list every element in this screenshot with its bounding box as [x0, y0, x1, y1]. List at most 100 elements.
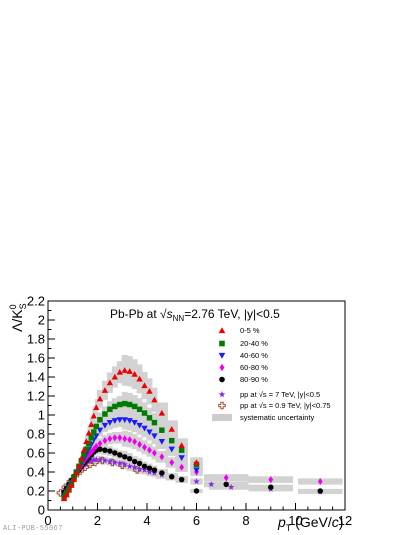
data-point-circle — [178, 476, 185, 483]
data-point-star — [121, 461, 128, 468]
data-point-square — [107, 406, 113, 413]
data-point-triangle-up — [131, 370, 138, 377]
data-point-square — [102, 411, 108, 417]
data-point-square — [151, 419, 158, 426]
y-tick-label: 2 — [38, 313, 45, 328]
data-point-triangle-down — [193, 467, 200, 474]
x-tick-label: 2 — [94, 513, 101, 528]
data-point-circle — [169, 474, 175, 480]
data-point-star — [131, 463, 138, 470]
legend-systematic-entry: systematic uncertainty — [212, 413, 314, 422]
x-tick-label: 6 — [193, 513, 200, 528]
data-point-circle — [122, 454, 128, 460]
data-point-diamond — [117, 434, 123, 442]
y-tick-label: 1.4 — [27, 370, 45, 385]
x-tick-label: 12 — [338, 513, 352, 528]
data-point-circle — [112, 450, 118, 456]
data-point-diamond — [91, 445, 97, 453]
y-tick-label: 1.8 — [27, 332, 45, 347]
x-tick-label: 0 — [44, 513, 51, 528]
data-point-triangle-down — [146, 429, 153, 436]
data-point-triangle-down — [158, 439, 166, 445]
data-point-star — [146, 468, 153, 475]
y-tick-label: 0.4 — [27, 465, 45, 480]
data-point-diamond — [317, 477, 323, 486]
data-point-triangle-down — [136, 422, 143, 429]
data-point-star — [208, 480, 215, 488]
y-axis-label: Λ/KS0 — [8, 303, 28, 332]
data-point-circle — [131, 458, 138, 465]
data-point-diamond — [83, 454, 89, 462]
data-point-triangle-down — [126, 418, 133, 424]
y-tick-label: 1.2 — [27, 389, 45, 404]
data-point-diamond — [147, 446, 152, 454]
y-tick-label: 0 — [38, 503, 45, 518]
data-point-star — [227, 483, 235, 490]
legend-marker-open-cross — [218, 401, 226, 410]
data-point-triangle-up — [193, 459, 200, 466]
data-point-triangle-down — [106, 420, 114, 426]
data-point-diamond — [152, 449, 157, 457]
legend-marker-diamond — [219, 363, 225, 372]
data-point-square — [117, 401, 123, 408]
data-point-square — [169, 437, 175, 444]
y-tick-label: 0.8 — [27, 427, 45, 442]
legend-label: 40-60 % — [240, 351, 268, 360]
legend-marker-circle — [219, 376, 225, 383]
data-point-circle — [117, 452, 123, 458]
data-point-triangle-up — [88, 421, 95, 428]
data-point-square — [178, 447, 185, 453]
data-point-square — [91, 429, 97, 435]
x-tick-label: 10 — [288, 513, 302, 528]
data-point-triangle-up — [146, 388, 153, 394]
data-point-diamond — [107, 435, 113, 443]
axis-tick-labels: 0 2 4 6 8 10 12 0 0.2 0.4 0.6 0.8 1 1.2 1.4 1.6 1.8 2 2.2 — [27, 294, 352, 529]
data-point-diamond — [132, 438, 138, 446]
data-point-triangle-up — [70, 476, 78, 483]
data-point-triangle-up — [90, 412, 97, 419]
data-point-star — [111, 459, 119, 466]
data-point-star — [96, 456, 104, 463]
data-point-triangle-down — [178, 455, 185, 461]
legend-systematic-label: systematic uncertainty — [240, 413, 314, 422]
data-point-star — [101, 457, 109, 464]
legend-label: 20-40 % — [240, 339, 268, 348]
data-point-circle — [141, 463, 148, 470]
data-point-star — [193, 478, 200, 485]
data-point-diamond — [127, 436, 133, 444]
data-point-triangle-up — [101, 387, 109, 393]
data-point-diamond — [93, 442, 99, 450]
chart-title: Pb-Pb at √sNN=2.76 TeV, |y|<0.5 — [110, 307, 280, 323]
data-point-square — [93, 423, 99, 430]
legend-label: pp at √s = 7 TeV, |y|<0.5 — [240, 390, 320, 399]
data-point-circle — [151, 467, 158, 473]
data-point-triangle-up — [80, 446, 88, 453]
data-point-triangle-up — [136, 375, 143, 382]
data-point-triangle-up — [93, 404, 100, 410]
data-point-square — [112, 403, 118, 410]
data-point-triangle-down — [101, 422, 109, 429]
data-point-triangle-down — [111, 418, 119, 424]
watermark-label: ALI-PUB-55067 — [3, 525, 63, 533]
data-point-square — [83, 446, 90, 452]
data-point-triangle-up — [141, 382, 148, 389]
data-point-square — [88, 435, 95, 441]
data-point-diamond — [112, 434, 118, 442]
legend-marker-triangle-down — [218, 352, 226, 359]
data-point-diamond — [137, 440, 142, 448]
data-point-circle — [223, 481, 229, 488]
legend: 0-5 % 20-40 % 40-60 % 60-80 % 80-90 % pp at √… — [218, 326, 331, 410]
data-point-triangle-up — [178, 442, 185, 448]
data-point-circle — [97, 446, 103, 452]
data-point-triangle-down — [116, 417, 123, 423]
data-point-star — [106, 458, 114, 465]
y-tick-label: 0.6 — [27, 446, 45, 461]
legend-marker-triangle-up — [218, 327, 226, 334]
data-point-triangle-up — [111, 373, 119, 380]
data-point-circle — [159, 470, 165, 476]
data-point-square — [97, 417, 103, 423]
data-point-star — [116, 460, 123, 467]
legend-systematic-swatch — [212, 414, 232, 421]
x-tick-label: 8 — [242, 513, 249, 528]
